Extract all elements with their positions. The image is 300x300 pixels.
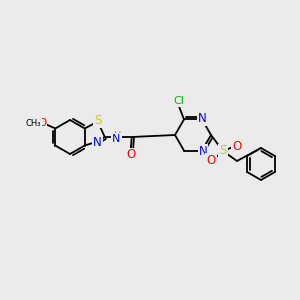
Text: Cl: Cl [174,96,184,106]
Text: N: N [93,136,102,149]
Text: S: S [219,145,227,158]
Text: O: O [126,148,135,161]
Text: S: S [94,114,101,127]
Text: O: O [206,154,216,166]
Text: N: N [199,145,207,158]
Text: O: O [38,118,46,128]
Text: N: N [112,134,120,144]
Text: H: H [114,131,122,141]
Text: O: O [232,140,242,152]
Text: N: N [198,112,206,125]
Text: CH₃: CH₃ [26,119,41,128]
